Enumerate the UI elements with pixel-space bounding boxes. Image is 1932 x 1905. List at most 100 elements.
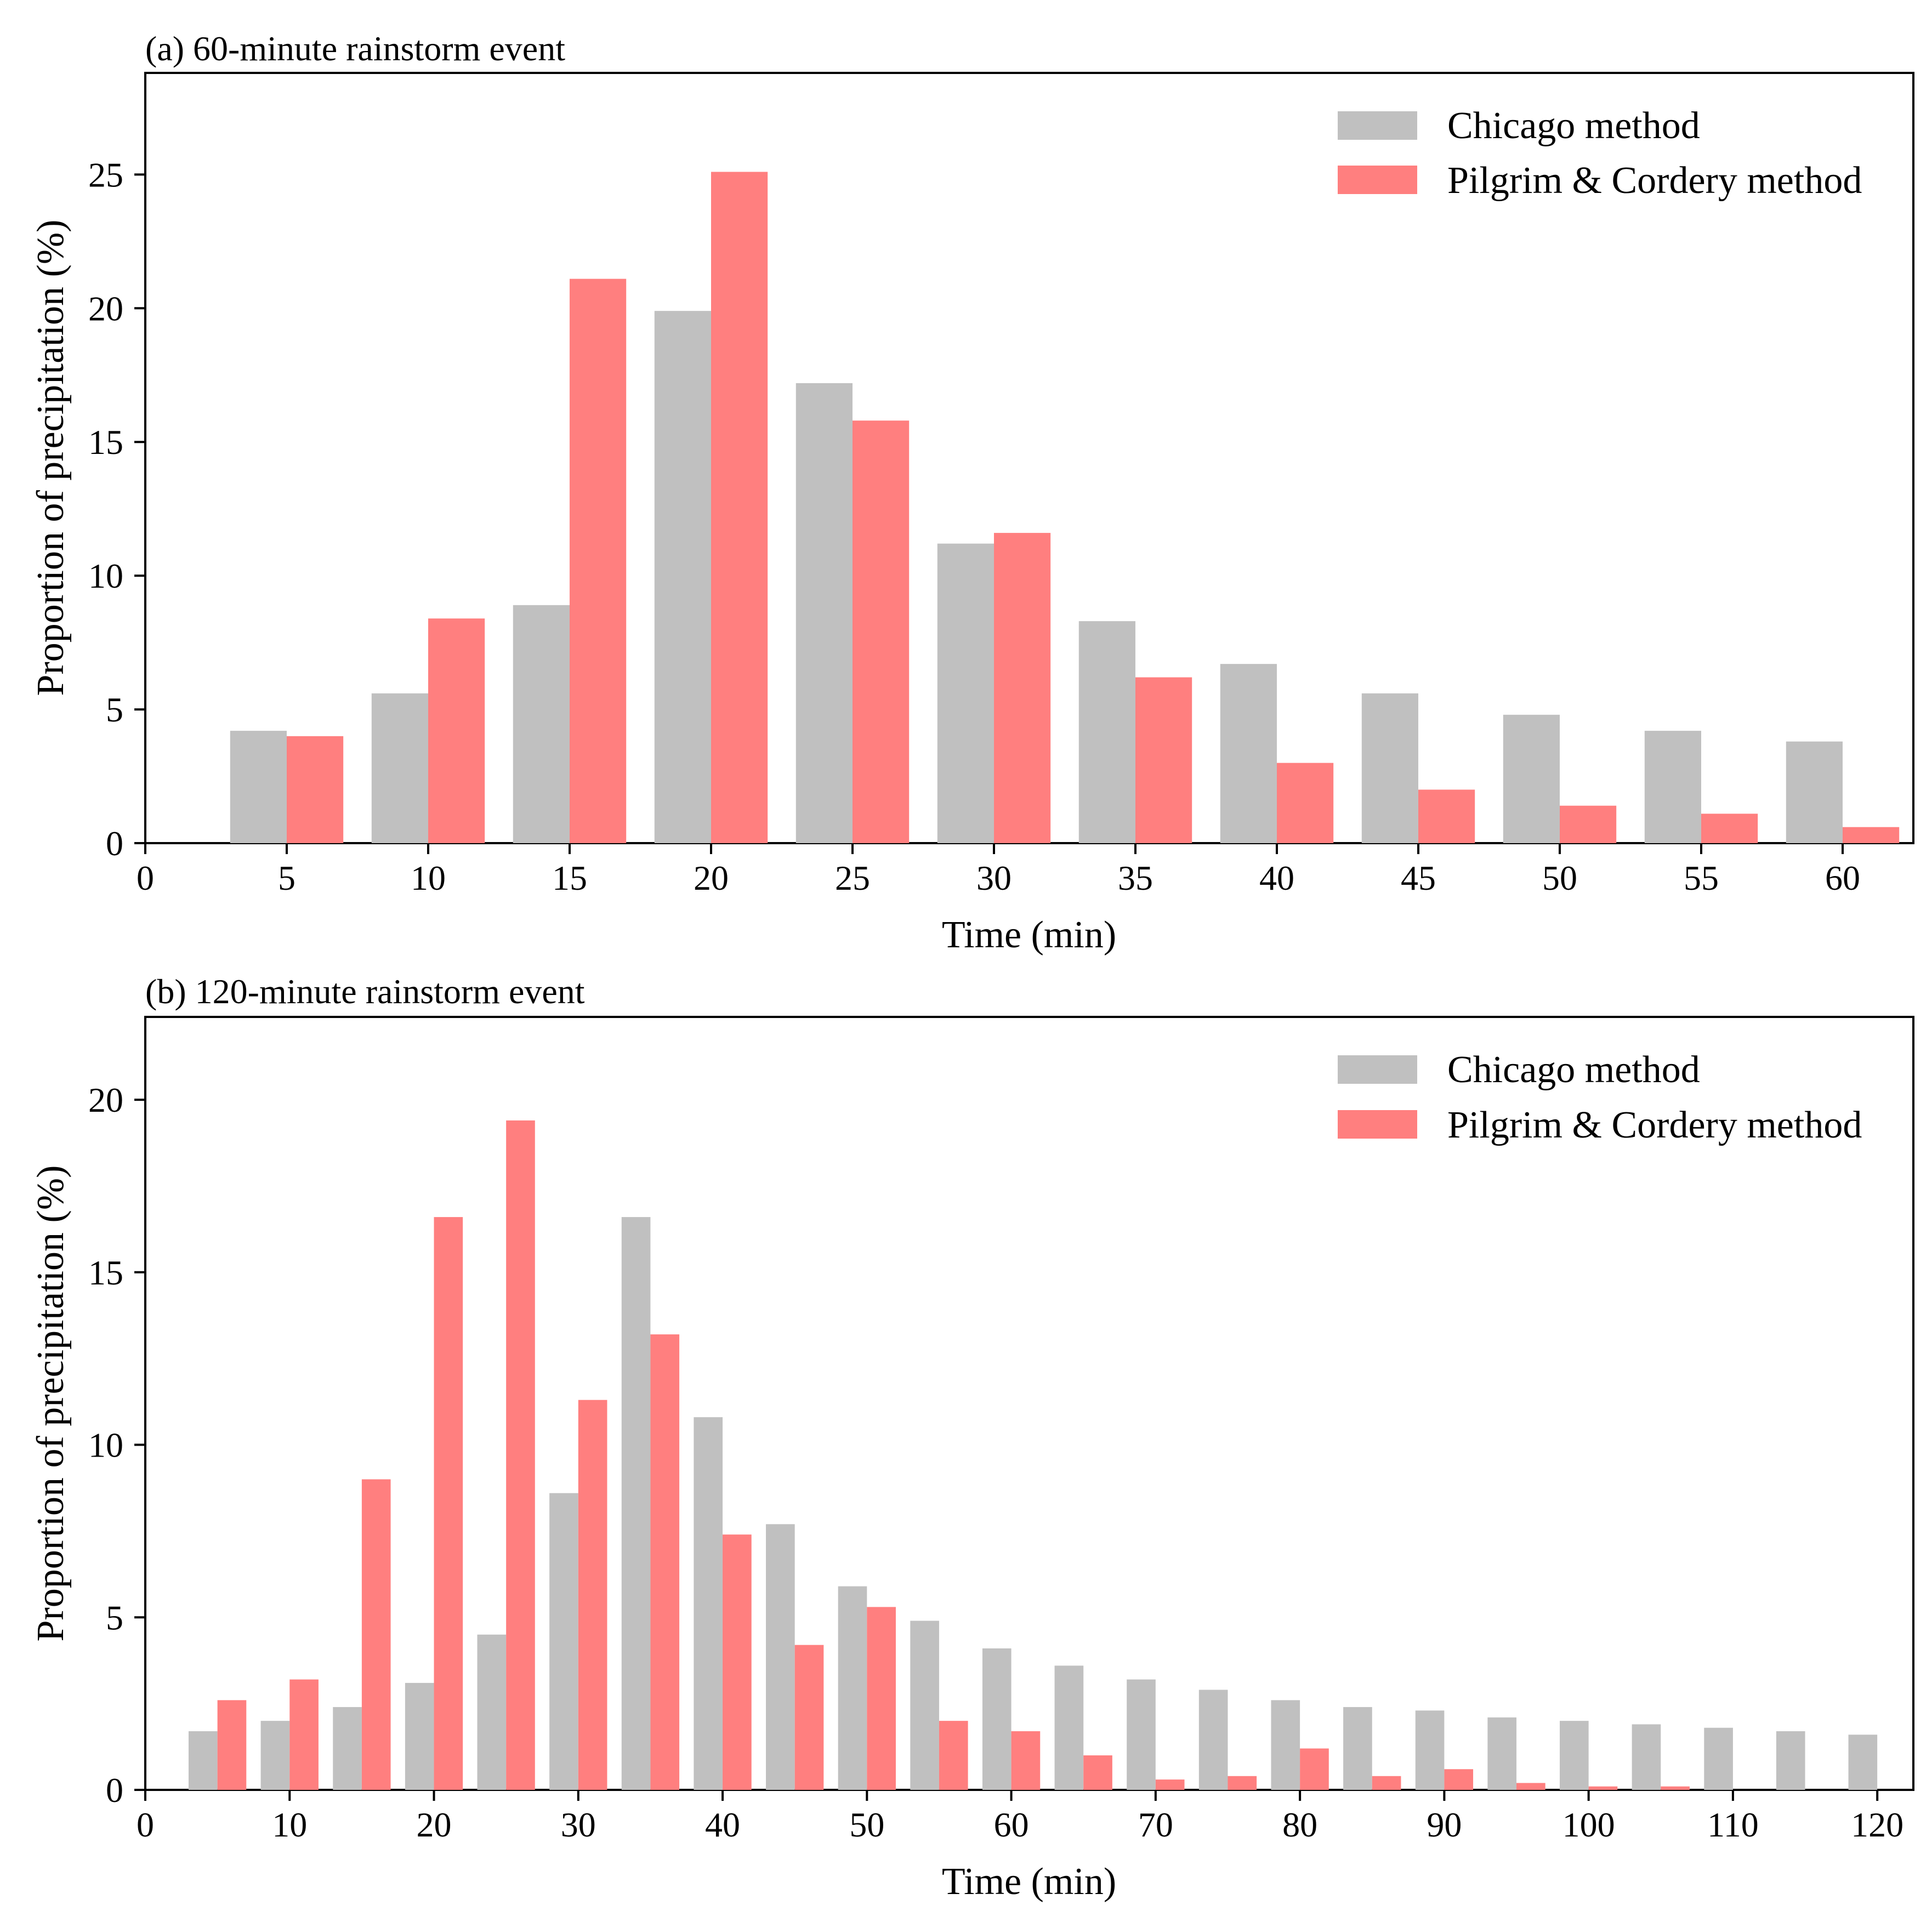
panel-a-bar-chicago-50	[1503, 714, 1560, 843]
panel-b-bars	[188, 1120, 1878, 1790]
panel-a-bar-chicago-25	[795, 383, 853, 843]
panel-a-bar-chicago-30	[937, 543, 994, 843]
panel-b-bar-pilgrim-55	[939, 1721, 968, 1790]
panel-a-legend: Chicago method Pilgrim & Cordery method	[1338, 105, 1862, 202]
panel-b-legend-swatch-chicago	[1338, 1055, 1417, 1084]
panel-a-x-tick-label: 55	[1684, 858, 1719, 897]
panel-a-x-tick-label: 35	[1118, 858, 1153, 897]
panel-a-bar-chicago-15	[513, 605, 570, 843]
panel-a-bar-pilgrim-60	[1843, 827, 1900, 843]
panel-b-bar-pilgrim-65	[1083, 1755, 1112, 1790]
panel-b-x-tick-label: 110	[1707, 1805, 1759, 1844]
panel-b-bar-pilgrim-90	[1444, 1769, 1474, 1790]
panel-a-x-tick-label: 60	[1825, 858, 1860, 897]
panel-b-bar-pilgrim-30	[578, 1400, 607, 1790]
panel-b-bar-chicago-115	[1776, 1731, 1805, 1790]
panel-b-x-tick-label: 30	[561, 1805, 596, 1844]
panel-a-bar-pilgrim-20	[711, 172, 768, 843]
panel-a-x-axis-label: Time (min)	[942, 914, 1116, 956]
panel-a-y-tick-label: 25	[88, 155, 123, 194]
panel-a-bar-chicago-40	[1220, 664, 1277, 843]
panel-a-x-tick-label: 10	[411, 858, 446, 897]
panel-b-y-axis-label: Proportion of precipitation (%)	[30, 1165, 72, 1642]
panel-b-legend-label-chicago: Chicago method	[1447, 1049, 1700, 1091]
panel-b-bar-pilgrim-5	[217, 1700, 247, 1790]
panel-b-x-tick-label: 0	[137, 1805, 154, 1844]
panel-b-bar-pilgrim-20	[434, 1217, 463, 1790]
panel-a-bar-pilgrim-55	[1701, 814, 1758, 843]
panel-b-bar-pilgrim-40	[723, 1534, 752, 1790]
panel-b-legend: Chicago method Pilgrim & Cordery method	[1338, 1049, 1862, 1146]
panel-b-bar-pilgrim-85	[1372, 1776, 1401, 1790]
panel-b-y-tick-label: 5	[106, 1598, 123, 1637]
panel-b-bar-chicago-85	[1343, 1707, 1372, 1790]
panel-a-y-tick-label: 15	[88, 423, 123, 462]
panel-b-bar-chicago-55	[910, 1620, 939, 1790]
panel-b-x-tick-label: 10	[272, 1805, 307, 1844]
panel-a-bar-pilgrim-50	[1560, 805, 1617, 843]
panel-a-bar-pilgrim-30	[994, 533, 1051, 843]
panel-b-bar-pilgrim-60	[1011, 1731, 1041, 1790]
panel-a-bar-pilgrim-45	[1418, 789, 1475, 843]
panel-a-title: (a) 60-minute rainstorm event	[145, 29, 565, 68]
panel-a-x-ticks: 0 5 10 15 20 25 30 35 40 45 50 55 60	[137, 843, 1860, 897]
panel-b-bar-chicago-20	[405, 1682, 434, 1790]
panel-b-bar-pilgrim-10	[289, 1679, 319, 1790]
panel-b-y-tick-label: 15	[88, 1253, 123, 1292]
panel-a-bar-pilgrim-40	[1277, 763, 1334, 843]
panel-b-legend-swatch-pilgrim	[1338, 1110, 1417, 1139]
panel-a-bar-chicago-60	[1786, 741, 1843, 843]
panel-a: (a) 60-minute rainstorm event 0 5 10 15 20 25…	[30, 29, 1914, 956]
panel-a-legend-swatch-chicago	[1338, 111, 1417, 140]
panel-b-y-tick-label: 0	[106, 1771, 123, 1810]
panel-b-bar-chicago-95	[1487, 1717, 1517, 1790]
panel-b-bar-pilgrim-75	[1228, 1776, 1257, 1790]
panel-b-bar-pilgrim-25	[506, 1120, 535, 1790]
panel-b-bar-chicago-10	[260, 1721, 290, 1790]
panel-a-x-tick-label: 50	[1542, 858, 1577, 897]
panel-a-x-tick-label: 15	[552, 858, 587, 897]
panel-b-x-tick-label: 80	[1282, 1805, 1317, 1844]
panel-b-bar-chicago-80	[1271, 1700, 1300, 1790]
panel-b-y-tick-label: 10	[88, 1426, 123, 1465]
panel-b-x-ticks: 0 10 20 30 40 50 60 70 80 90 100 110 120	[137, 1790, 1903, 1844]
panel-b-x-tick-label: 50	[849, 1805, 884, 1844]
panel-b-bar-pilgrim-100	[1588, 1786, 1618, 1790]
panel-b-bar-pilgrim-95	[1516, 1783, 1545, 1790]
panel-b-legend-label-pilgrim: Pilgrim & Cordery method	[1447, 1104, 1862, 1146]
panel-a-y-tick-label: 5	[106, 690, 123, 729]
panel-b-x-tick-label: 100	[1562, 1805, 1615, 1844]
panel-b-bar-chicago-65	[1054, 1665, 1084, 1790]
panel-b-bar-chicago-40	[694, 1417, 723, 1790]
panel-a-x-tick-label: 40	[1259, 858, 1294, 897]
panel-b-y-tick-label: 20	[88, 1081, 123, 1119]
panel-b-title: (b) 120-minute rainstorm event	[145, 972, 585, 1011]
panel-b-bar-chicago-50	[838, 1586, 867, 1790]
panel-a-bar-pilgrim-5	[287, 736, 344, 843]
panel-a-legend-label-pilgrim: Pilgrim & Cordery method	[1447, 160, 1862, 202]
panel-b-bar-pilgrim-35	[650, 1334, 680, 1790]
panel-a-bar-pilgrim-10	[428, 618, 485, 843]
panel-b-bar-chicago-110	[1704, 1727, 1733, 1790]
panel-b-x-tick-label: 120	[1851, 1805, 1903, 1844]
panel-b-bar-chicago-15	[333, 1707, 362, 1790]
panel-b-bar-chicago-90	[1415, 1710, 1445, 1790]
panel-a-bar-chicago-35	[1078, 621, 1135, 843]
panel-a-legend-swatch-pilgrim	[1338, 166, 1417, 194]
panel-b-bar-pilgrim-15	[361, 1479, 391, 1790]
panel-a-bar-pilgrim-15	[570, 278, 627, 843]
panel-a-bar-chicago-45	[1361, 693, 1418, 843]
panel-a-y-tick-label: 0	[106, 824, 123, 863]
panel-a-x-tick-label: 25	[835, 858, 870, 897]
panel-b-x-tick-label: 20	[417, 1805, 452, 1844]
panel-a-bar-pilgrim-25	[853, 420, 910, 843]
panel-b-bar-chicago-120	[1848, 1735, 1878, 1790]
panel-a-y-tick-label: 20	[88, 289, 123, 328]
panel-b-bar-chicago-60	[982, 1648, 1012, 1790]
panel-b-x-tick-label: 70	[1138, 1805, 1173, 1844]
panel-b-bar-chicago-45	[766, 1524, 795, 1790]
panel-a-x-tick-label: 45	[1401, 858, 1436, 897]
panel-b-bar-chicago-75	[1198, 1690, 1228, 1790]
panel-b-bar-chicago-25	[477, 1634, 507, 1790]
